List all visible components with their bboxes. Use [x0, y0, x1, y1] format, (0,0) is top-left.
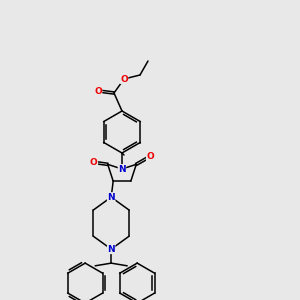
Text: O: O [94, 86, 102, 95]
Text: N: N [107, 193, 115, 202]
Text: O: O [90, 158, 98, 167]
Text: O: O [120, 74, 128, 83]
Text: O: O [146, 152, 154, 161]
Text: N: N [107, 244, 115, 253]
Text: N: N [118, 164, 126, 173]
